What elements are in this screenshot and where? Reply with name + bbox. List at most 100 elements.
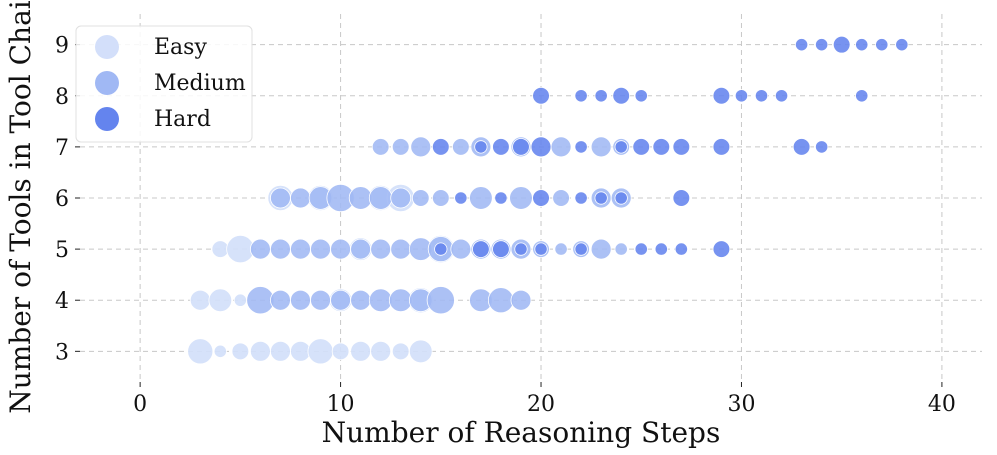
data-point-easy <box>211 240 230 258</box>
data-point-medium <box>290 187 311 209</box>
data-point-easy <box>331 342 350 361</box>
data-point-medium <box>310 238 331 260</box>
data-point-hard <box>472 240 490 258</box>
data-point-hard <box>632 138 651 156</box>
data-point-hard <box>454 191 468 205</box>
data-point-medium <box>249 238 271 260</box>
data-point-hard <box>634 89 648 103</box>
y-axis-title: Number of Tools in Tool Chain <box>4 0 37 414</box>
x-tick-label: 10 <box>327 392 355 417</box>
data-point-hard <box>532 189 550 207</box>
data-point-medium <box>310 289 331 311</box>
data-point-hard <box>594 191 608 205</box>
data-point-easy <box>187 338 214 365</box>
data-point-medium <box>614 242 628 256</box>
x-tick-label: 0 <box>133 392 147 417</box>
data-point-hard <box>875 38 889 52</box>
data-point-easy <box>391 342 410 361</box>
data-point-hard <box>832 35 851 54</box>
data-point-easy <box>208 288 233 313</box>
legend-label-hard: Hard <box>154 107 211 132</box>
data-point-easy <box>249 340 271 362</box>
legend-label-easy: Easy <box>154 35 207 60</box>
data-point-medium <box>390 238 412 260</box>
axis-ticks: 0 10 20 30 40 3 4 5 6 7 8 9 <box>55 34 956 417</box>
data-point-easy <box>307 338 334 365</box>
data-point-hard <box>855 38 869 52</box>
legend-marker-hard <box>95 107 119 131</box>
data-point-medium <box>368 186 393 210</box>
data-point-medium <box>509 186 533 210</box>
data-point-medium <box>390 187 412 209</box>
y-tick-label: 5 <box>55 238 69 263</box>
series-easy <box>187 183 455 365</box>
data-point-medium <box>411 189 430 207</box>
data-points <box>187 35 909 365</box>
data-point-hard <box>530 136 552 158</box>
data-point-medium <box>431 189 450 207</box>
data-point-medium <box>452 138 470 156</box>
legend-label-medium: Medium <box>154 71 246 96</box>
x-tick-label: 20 <box>527 392 555 417</box>
data-point-hard <box>492 138 510 156</box>
data-point-easy <box>290 340 311 362</box>
x-tick-label: 30 <box>727 392 755 417</box>
data-point-hard <box>574 191 588 205</box>
data-point-hard <box>574 140 588 154</box>
data-point-hard <box>712 138 731 156</box>
data-point-medium <box>426 286 455 315</box>
data-point-hard <box>754 89 769 103</box>
data-point-medium <box>510 289 532 311</box>
series-medium <box>246 136 632 315</box>
data-point-hard <box>534 242 548 256</box>
data-point-medium <box>450 238 472 260</box>
data-point-hard <box>532 86 550 105</box>
data-point-medium <box>330 289 351 311</box>
data-point-hard <box>734 89 749 103</box>
data-point-hard <box>634 242 648 256</box>
data-point-hard <box>674 242 688 256</box>
data-point-medium <box>552 189 570 207</box>
y-tick-label: 7 <box>55 136 69 161</box>
data-point-hard <box>574 242 588 256</box>
data-point-hard <box>614 140 628 154</box>
data-point-hard <box>594 89 608 103</box>
data-point-hard <box>514 242 528 256</box>
data-point-easy <box>408 339 433 364</box>
data-point-hard <box>712 86 731 105</box>
legend-marker-medium <box>95 71 119 95</box>
data-point-hard <box>494 191 508 205</box>
data-point-medium <box>290 238 311 260</box>
data-point-hard <box>654 242 668 256</box>
data-point-hard <box>612 86 630 105</box>
y-tick-label: 4 <box>55 289 69 314</box>
data-point-medium <box>350 238 372 260</box>
data-point-hard <box>815 38 829 52</box>
data-point-hard <box>434 242 448 256</box>
x-tick-label: 40 <box>928 392 956 417</box>
data-point-medium <box>368 288 393 313</box>
y-tick-label: 8 <box>55 85 69 110</box>
data-point-medium <box>410 136 432 158</box>
data-point-easy <box>226 235 255 264</box>
data-point-medium <box>391 138 410 156</box>
data-point-hard <box>895 38 909 52</box>
legend-frame <box>75 25 253 143</box>
data-point-hard <box>574 89 588 103</box>
data-point-easy <box>370 340 392 362</box>
data-point-hard <box>652 138 671 156</box>
y-tick-label: 3 <box>55 340 69 365</box>
data-point-medium <box>371 138 390 156</box>
series-hard <box>431 35 909 258</box>
data-point-medium <box>270 187 291 209</box>
data-point-hard <box>431 138 450 156</box>
data-point-medium <box>590 238 612 260</box>
data-point-medium <box>370 238 392 260</box>
data-point-hard <box>614 191 628 205</box>
data-point-medium <box>348 186 373 210</box>
data-point-easy <box>270 340 291 362</box>
data-point-medium <box>590 136 612 158</box>
data-point-hard <box>492 240 510 258</box>
data-point-medium <box>487 287 514 314</box>
x-axis-title: Number of Reasoning Steps <box>322 416 721 449</box>
